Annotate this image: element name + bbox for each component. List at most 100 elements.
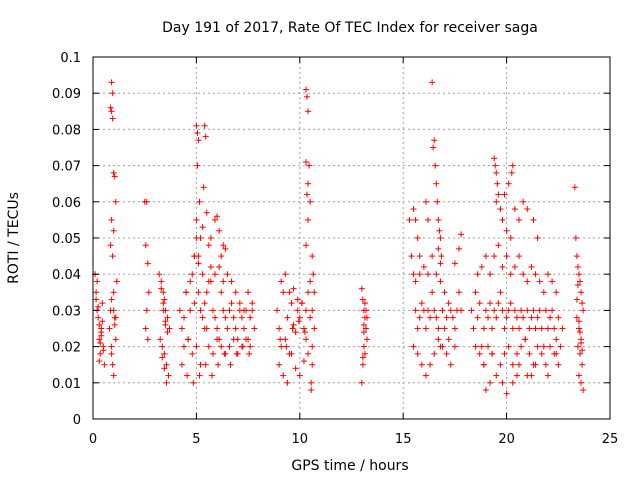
x-tick-label: 15 <box>395 432 412 447</box>
data-point <box>232 289 239 296</box>
data-point <box>163 379 170 386</box>
data-point <box>578 339 585 346</box>
y-tick-label: 0.03 <box>52 304 81 319</box>
data-point <box>112 314 119 321</box>
data-point <box>274 307 281 314</box>
data-point <box>310 271 317 278</box>
y-axis-label: ROTI / TECUs <box>6 192 22 284</box>
data-point <box>577 329 584 336</box>
data-point <box>524 206 531 213</box>
data-point <box>309 253 316 260</box>
data-point <box>430 144 437 151</box>
data-point <box>406 216 413 223</box>
data-point <box>199 314 206 321</box>
data-point <box>364 336 371 343</box>
data-point <box>305 289 312 296</box>
data-point <box>220 278 227 285</box>
data-point <box>160 289 167 296</box>
data-point <box>197 361 204 368</box>
data-point <box>283 343 290 350</box>
data-point <box>224 271 231 278</box>
data-point <box>96 321 103 328</box>
data-point <box>431 307 438 314</box>
data-point <box>507 300 514 307</box>
data-point <box>190 379 197 386</box>
data-point <box>214 325 221 332</box>
data-point <box>247 314 254 321</box>
data-point <box>143 198 150 205</box>
data-point <box>230 336 237 343</box>
y-tick-label: 0.09 <box>52 87 81 102</box>
data-point <box>489 350 496 357</box>
data-point <box>222 245 229 252</box>
data-point <box>178 361 185 368</box>
y-tick-label: 0.07 <box>52 160 81 175</box>
data-point <box>360 321 367 328</box>
data-point <box>284 314 291 321</box>
data-point <box>300 325 307 332</box>
data-point <box>362 325 369 332</box>
data-point <box>196 198 203 205</box>
data-point <box>214 213 221 220</box>
data-point <box>160 300 167 307</box>
data-point <box>251 325 258 332</box>
data-point <box>110 289 117 296</box>
data-point <box>447 307 454 314</box>
data-point <box>520 271 527 278</box>
data-point <box>218 289 225 296</box>
x-tick-label: 25 <box>602 432 619 447</box>
data-point <box>575 372 582 379</box>
data-point <box>408 253 415 260</box>
data-point <box>109 253 116 260</box>
data-point <box>176 307 183 314</box>
data-point <box>480 325 487 332</box>
data-point <box>497 361 504 368</box>
data-point <box>307 198 314 205</box>
data-point <box>484 343 491 350</box>
data-point <box>520 314 527 321</box>
data-point <box>441 325 448 332</box>
data-point <box>507 235 514 241</box>
y-tick-label: 0.1 <box>60 51 81 66</box>
data-point <box>194 162 201 169</box>
data-point <box>240 307 247 314</box>
data-point <box>307 278 314 285</box>
data-point <box>578 289 585 296</box>
data-point <box>574 282 581 289</box>
data-point <box>359 361 366 368</box>
data-point <box>579 347 586 354</box>
data-point <box>579 300 586 307</box>
data-point <box>218 343 225 350</box>
data-point <box>416 314 423 321</box>
data-point <box>101 361 108 368</box>
x-tick-labels: 0 5 10 15 20 25 <box>89 432 618 447</box>
data-point <box>158 278 165 285</box>
data-point <box>205 242 212 249</box>
data-point <box>509 361 516 368</box>
data-point <box>484 314 491 321</box>
data-point <box>207 263 214 270</box>
data-point <box>232 325 239 332</box>
data-point <box>536 307 543 314</box>
data-point <box>245 289 252 296</box>
data-point <box>526 325 533 332</box>
data-point <box>429 289 436 296</box>
data-point <box>286 289 293 296</box>
data-point <box>278 343 285 350</box>
data-point <box>580 387 587 394</box>
data-point <box>435 336 442 343</box>
data-point <box>230 314 237 321</box>
data-point <box>96 358 103 365</box>
data-point <box>108 108 115 115</box>
data-point <box>540 289 547 296</box>
data-point <box>499 216 506 223</box>
data-point <box>161 296 168 303</box>
data-point <box>298 300 305 307</box>
data-point <box>278 278 285 285</box>
data-point <box>575 318 582 325</box>
data-point <box>305 180 312 187</box>
data-point <box>359 296 366 303</box>
data-point <box>144 260 151 267</box>
data-point <box>505 343 512 350</box>
data-point <box>111 321 118 328</box>
